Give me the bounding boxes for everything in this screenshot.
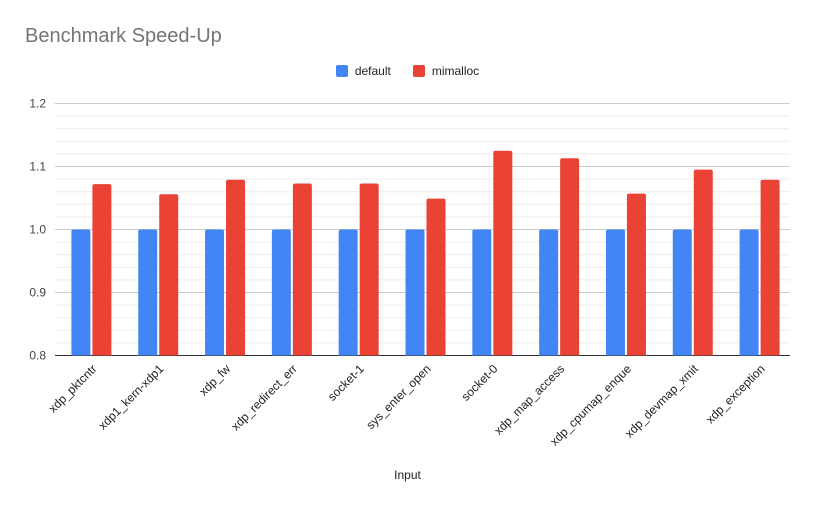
bar-mimalloc xyxy=(760,179,780,356)
x-tick-label: xdp_pktcntr xyxy=(46,362,100,416)
legend-label: default xyxy=(354,64,391,78)
bar-mimalloc xyxy=(560,158,580,356)
y-tick-label: 1.0 xyxy=(29,223,46,237)
x-tick-label: socket-1 xyxy=(325,361,367,403)
x-tick-label: xdp_devmap_xmit xyxy=(622,361,701,440)
x-tick-label: socket-0 xyxy=(458,361,500,403)
legend-item-default: default xyxy=(335,64,391,78)
legend-label: mimalloc xyxy=(431,64,480,78)
bar-default xyxy=(405,229,425,356)
x-tick-label: xdp_fw xyxy=(196,361,233,398)
x-axis-label: Input xyxy=(394,468,421,482)
bar-default xyxy=(605,229,625,356)
y-tick-label: 1.1 xyxy=(29,160,46,174)
chart-title: Benchmark Speed-Up xyxy=(25,25,222,47)
bar-mimalloc xyxy=(159,194,179,356)
x-tick-label: xdp_exception xyxy=(703,362,768,427)
bar-mimalloc xyxy=(226,179,246,356)
legend-swatch-default xyxy=(335,65,348,77)
bar-mimalloc xyxy=(693,169,713,356)
bar-mimalloc xyxy=(426,198,446,356)
y-tick-label: 1.2 xyxy=(29,97,46,111)
bar-default xyxy=(472,229,492,356)
bar-default xyxy=(71,229,91,356)
legend-swatch-mimalloc xyxy=(412,65,425,77)
x-tick-label: xdp1_kern-xdp1 xyxy=(96,361,167,432)
x-tick-label: xdp_redirect_err xyxy=(228,362,300,434)
bar-default xyxy=(271,229,291,356)
bar-default xyxy=(672,229,692,356)
bar-mimalloc xyxy=(292,183,312,356)
bar-default xyxy=(338,229,358,356)
legend: default mimalloc xyxy=(0,64,815,78)
x-tick-label: sys_enter_open xyxy=(363,362,433,432)
bar-default xyxy=(205,229,225,356)
bar-mimalloc xyxy=(493,150,513,356)
bar-mimalloc xyxy=(92,184,112,356)
bar-default xyxy=(739,229,759,356)
bar-mimalloc xyxy=(359,183,379,356)
legend-item-mimalloc: mimalloc xyxy=(412,64,480,78)
bar-default xyxy=(539,229,559,356)
y-tick-label: 0.8 xyxy=(29,349,46,363)
bar-default xyxy=(138,229,158,356)
x-tick-label: xdp_map_access xyxy=(491,362,567,438)
y-tick-label: 0.9 xyxy=(29,286,46,300)
bar-mimalloc xyxy=(626,193,646,356)
